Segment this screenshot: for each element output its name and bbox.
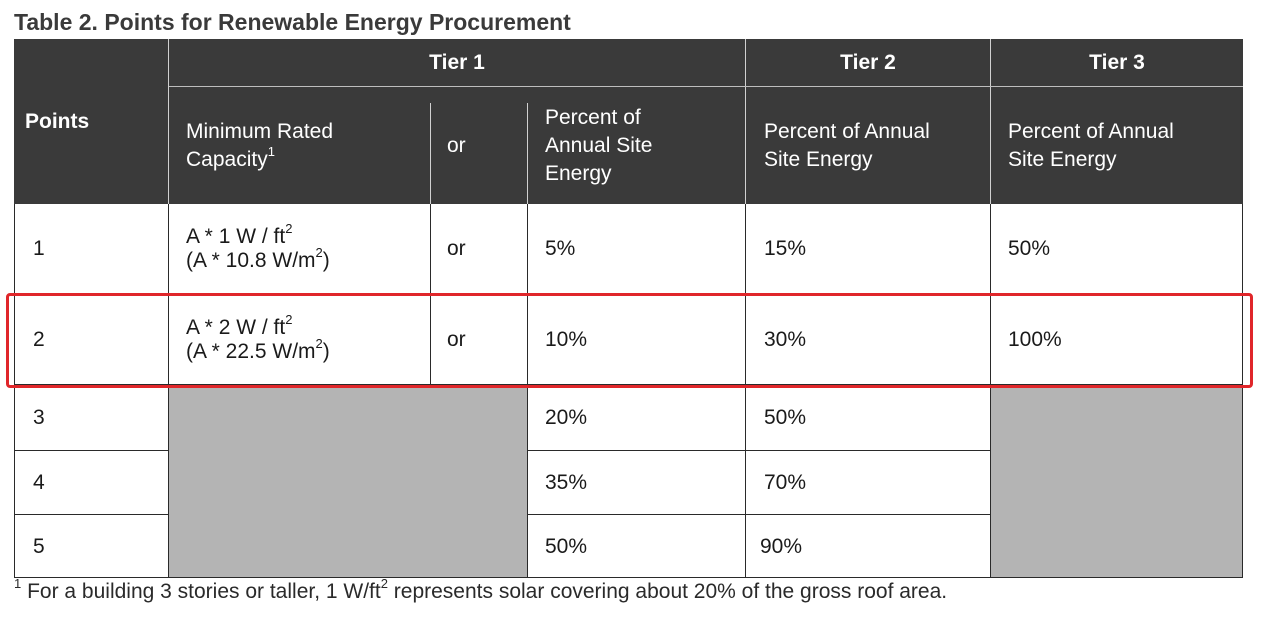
table-row-5-tier2: 90% [760, 534, 803, 558]
table-row-1-tier2: 15% [764, 237, 807, 260]
grid-line [527, 450, 991, 451]
grid-line [527, 514, 991, 515]
table-row-1-tier1: 5% [545, 237, 576, 260]
grid-line [168, 204, 169, 578]
renewable-energy-table: Points Tier 1 Tier 2 Tier 3 Minimum Rate… [14, 39, 1243, 578]
row-2-highlight [6, 293, 1253, 388]
table-row-2-tier3: 100% [1008, 328, 1062, 351]
grid-line [1242, 204, 1243, 578]
table-row-2-capacity: A * 2 W / ft2 (A * 22.5 W/m2) [186, 312, 330, 363]
table-header [14, 39, 1243, 204]
header-divider [430, 103, 431, 204]
table-row-4-tier1: 35% [545, 470, 588, 494]
header-minimum-rated-capacity: Minimum Rated Capacity1 [186, 120, 334, 171]
table-row-3-points: 3 [33, 405, 45, 429]
table-row-2-points: 2 [33, 328, 45, 351]
header-or: or [447, 134, 466, 157]
table-row-4-tier2: 70% [764, 470, 807, 494]
table-row-1-capacity: A * 1 W / ft2 (A * 10.8 W/m2) [186, 221, 330, 272]
header-divider [745, 39, 746, 204]
table-row-5-tier1: 50% [545, 534, 588, 558]
grid-line [990, 204, 991, 578]
table-row-4-points: 4 [33, 470, 45, 494]
header-tier3-percent-annual-site-energy: Percent of Annual Site Energy [1008, 120, 1174, 171]
header-tier2-percent-annual-site-energy: Percent of Annual Site Energy [764, 120, 930, 171]
header-divider [990, 39, 991, 204]
table-title: Table 2. Points for Renewable Energy Pro… [14, 9, 571, 35]
empty-tier3-area [991, 385, 1243, 578]
table-row-3-tier2: 50% [764, 405, 807, 429]
grid-line [14, 577, 1243, 578]
table-row-1-tier3: 50% [1008, 237, 1051, 260]
grid-line [14, 204, 15, 578]
table-row-2-tier1: 10% [545, 328, 588, 351]
grid-line [14, 514, 169, 515]
grid-line [14, 450, 169, 451]
table-row-5-points: 5 [33, 534, 45, 558]
grid-line [14, 384, 1243, 385]
table-row-2-tier2: 30% [764, 328, 807, 351]
header-tier-2: Tier 2 [840, 51, 896, 74]
header-divider [527, 103, 528, 204]
table-row-2-or: or [447, 328, 466, 351]
header-divider [168, 39, 169, 204]
header-tier-1: Tier 1 [429, 51, 485, 74]
header-divider [169, 86, 1243, 87]
grid-line [527, 204, 528, 578]
header-tier-3: Tier 3 [1089, 51, 1145, 74]
table-row-3-tier1: 20% [545, 405, 588, 429]
table-row-1-points: 1 [33, 237, 45, 260]
grid-line [745, 204, 746, 578]
header-points: Points [25, 109, 90, 133]
footnote: 1 For a building 3 stories or taller, 1 … [14, 576, 948, 603]
header-tier1-percent-annual-site-energy: Percent of Annual Site Energy [545, 106, 653, 185]
table-row-1-or: or [447, 237, 466, 260]
empty-capacity-area [169, 385, 527, 578]
